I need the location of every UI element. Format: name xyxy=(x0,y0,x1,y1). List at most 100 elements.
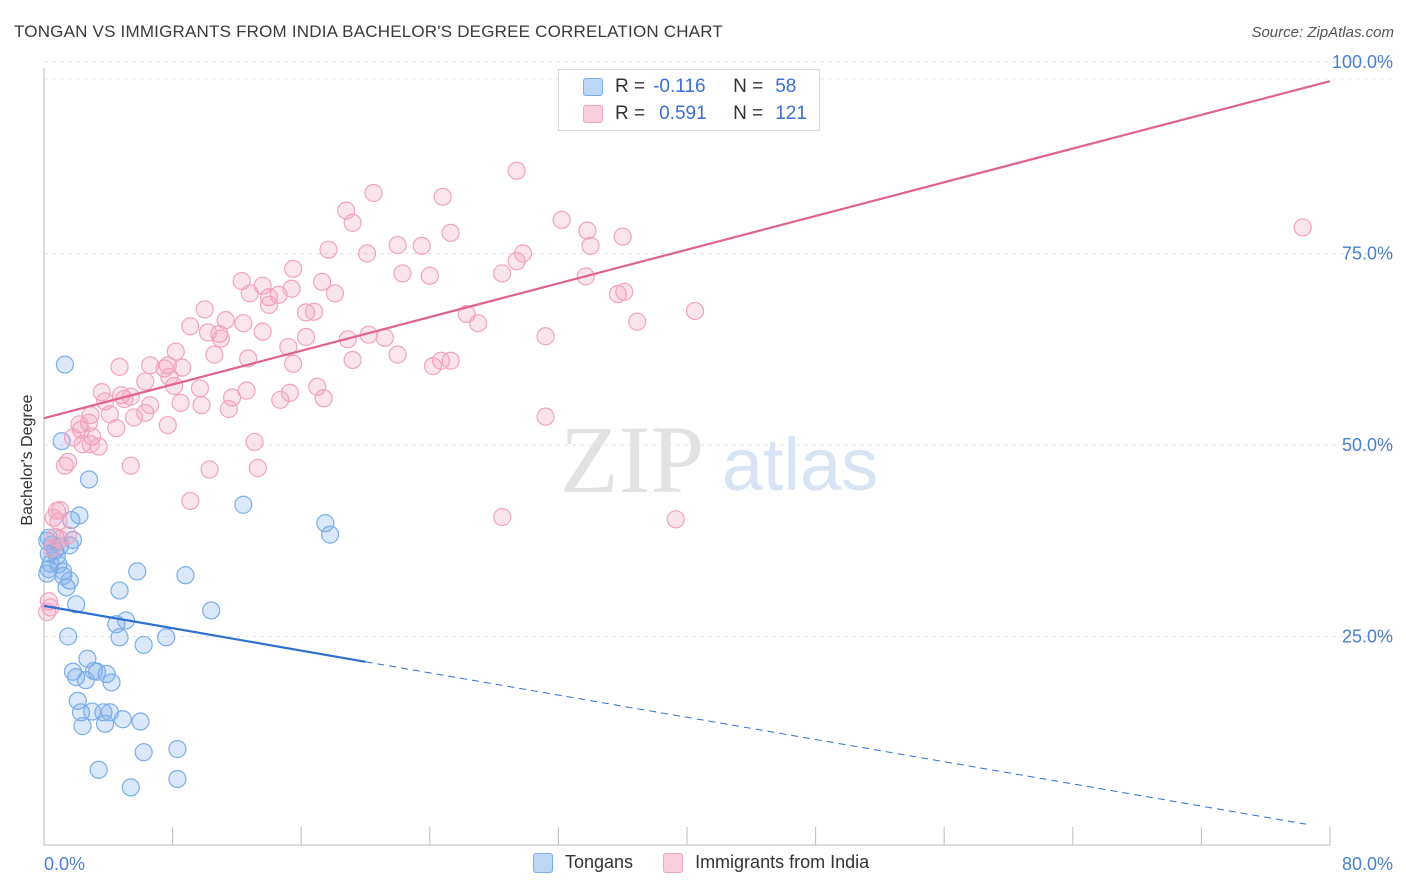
point-india xyxy=(173,358,192,377)
point-tongans xyxy=(110,628,129,647)
point-india xyxy=(50,501,70,520)
point-tongans xyxy=(128,562,147,581)
point-india xyxy=(358,244,377,263)
point-tongans xyxy=(102,673,121,692)
point-india xyxy=(308,377,327,396)
point-india xyxy=(296,327,316,347)
point-india xyxy=(240,284,259,303)
point-tongans xyxy=(113,710,132,729)
point-india xyxy=(155,359,174,378)
watermark: ZIP atlas xyxy=(560,406,878,513)
point-india xyxy=(259,288,279,307)
y-tick-label: 75.0% xyxy=(1342,244,1393,264)
point-india xyxy=(507,161,526,180)
point-india xyxy=(280,383,300,403)
point-india xyxy=(49,512,68,531)
point-tongans xyxy=(57,578,76,597)
point-india xyxy=(581,236,600,255)
point-tongans xyxy=(110,581,129,600)
point-india xyxy=(608,284,627,304)
point-india xyxy=(412,236,431,255)
point-india xyxy=(343,350,362,370)
trend-extension-tongans xyxy=(365,661,1306,825)
trend-line-india xyxy=(43,80,1331,420)
point-india xyxy=(433,187,452,206)
point-india xyxy=(205,345,224,364)
point-india xyxy=(181,491,200,511)
trend-lines xyxy=(43,80,1331,825)
point-india xyxy=(393,264,412,283)
point-india xyxy=(71,420,91,439)
legend-row-india: R = 0.591 N = 121 xyxy=(583,101,807,127)
legend-label-india: Immigrants from India xyxy=(695,852,870,872)
point-india xyxy=(195,300,214,319)
point-tongans xyxy=(54,566,73,586)
point-india xyxy=(507,252,526,271)
r-value: -0.116 xyxy=(653,76,706,97)
point-india xyxy=(284,354,303,373)
point-tongans xyxy=(68,691,87,710)
point-tongans xyxy=(321,525,340,544)
point-tongans xyxy=(134,743,153,762)
y-tick-label: 50.0% xyxy=(1342,435,1393,455)
point-tongans xyxy=(52,432,71,451)
watermark-atlas: atlas xyxy=(722,423,878,506)
point-india xyxy=(493,264,512,283)
point-india xyxy=(304,302,324,321)
point-india xyxy=(158,356,177,375)
point-india xyxy=(441,351,460,370)
point-india xyxy=(319,240,338,259)
point-india xyxy=(552,210,571,229)
n-value: 58 xyxy=(775,76,797,97)
point-india xyxy=(55,456,74,475)
x-tick-label: 0.0% xyxy=(44,854,85,874)
point-india xyxy=(181,317,200,336)
point-india xyxy=(259,295,279,314)
point-india xyxy=(388,235,407,255)
point-tongans xyxy=(59,627,78,646)
point-india xyxy=(284,259,303,278)
point-india xyxy=(124,408,144,427)
point-tongans xyxy=(157,628,176,647)
point-india xyxy=(312,272,332,291)
point-india xyxy=(253,322,272,341)
point-tongans xyxy=(316,514,335,533)
watermark-zip: ZIP xyxy=(560,406,704,513)
point-tongans xyxy=(234,495,253,514)
point-tongans xyxy=(97,664,116,684)
point-india xyxy=(628,312,647,331)
legend-row-tongans: R = -0.116 N = 58 xyxy=(583,74,796,100)
point-tongans xyxy=(131,712,150,731)
point-india xyxy=(245,432,264,452)
point-tongans xyxy=(176,566,195,585)
point-india xyxy=(222,388,242,407)
axes xyxy=(43,68,1331,846)
point-india xyxy=(110,357,129,376)
legend-swatch-tongans xyxy=(533,852,553,873)
y-tick-label: 100.0% xyxy=(1332,52,1393,72)
source-label: Source: ZipAtlas.com xyxy=(1251,24,1394,41)
point-tongans xyxy=(49,555,68,574)
n-label: N = xyxy=(733,103,764,124)
point-india xyxy=(375,328,394,347)
y-axis-label: Bachelor's Degree xyxy=(19,394,36,526)
point-india xyxy=(89,437,108,456)
point-india xyxy=(493,507,512,527)
point-india xyxy=(166,342,185,361)
point-tongans xyxy=(121,778,140,797)
point-india xyxy=(536,327,555,346)
point-tongans xyxy=(76,671,95,690)
r-label: R = xyxy=(615,103,646,124)
point-india xyxy=(388,345,407,364)
point-tongans xyxy=(94,703,113,722)
point-india xyxy=(325,284,345,303)
point-india xyxy=(219,399,238,419)
chart-title: TONGAN VS IMMIGRANTS FROM INDIA BACHELOR… xyxy=(14,22,724,41)
tick-labels: 25.0% 50.0% 75.0% 100.0% 0.0% 80.0% xyxy=(44,52,1393,874)
point-india xyxy=(420,266,439,285)
point-tongans xyxy=(89,760,108,779)
point-india xyxy=(666,510,685,529)
point-india xyxy=(211,329,230,348)
point-india xyxy=(158,415,177,435)
correlation-legend: R = -0.116 N = 58 R = 0.591 N = 121 xyxy=(558,69,820,131)
